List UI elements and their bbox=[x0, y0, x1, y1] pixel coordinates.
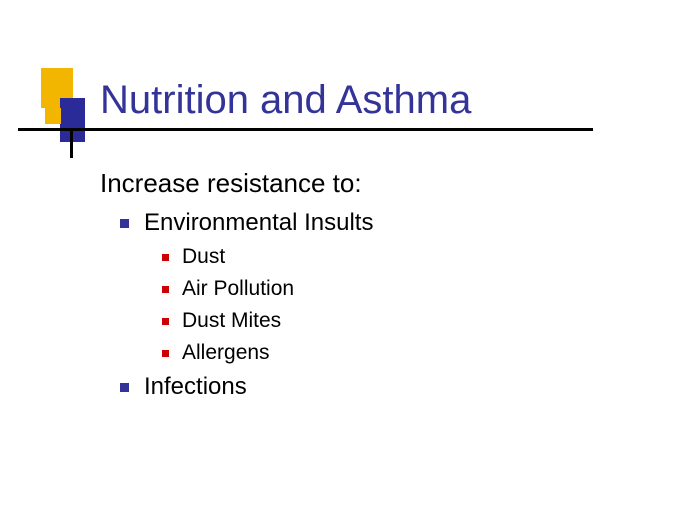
subbullet-dust: Dust bbox=[162, 245, 373, 269]
subbullet-air-pollution: Air Pollution bbox=[162, 277, 373, 301]
subbullet-label: Allergens bbox=[182, 341, 270, 364]
subbullet-label: Air Pollution bbox=[182, 277, 294, 300]
subbullet-allergens: Allergens bbox=[162, 341, 373, 365]
bullet-label: Environmental Insults bbox=[144, 209, 373, 236]
body-intro: Increase resistance to: bbox=[100, 168, 373, 199]
bullet-infections: Infections bbox=[120, 373, 373, 401]
decor-vertical-line bbox=[70, 128, 73, 158]
bullet-label: Infections bbox=[144, 373, 247, 400]
decor-horizontal-line bbox=[18, 128, 593, 131]
subbullet-dust-mites: Dust Mites bbox=[162, 309, 373, 333]
slide: Nutrition and Asthma Increase resistance… bbox=[0, 0, 700, 525]
slide-body: Increase resistance to: Environmental In… bbox=[100, 168, 373, 409]
subbullet-label: Dust bbox=[182, 245, 225, 268]
subbullet-label: Dust Mites bbox=[182, 309, 281, 332]
bullet-environmental-insults: Environmental Insults bbox=[120, 209, 373, 237]
decor-square-yellow-small bbox=[45, 108, 61, 124]
slide-title: Nutrition and Asthma bbox=[100, 78, 471, 123]
